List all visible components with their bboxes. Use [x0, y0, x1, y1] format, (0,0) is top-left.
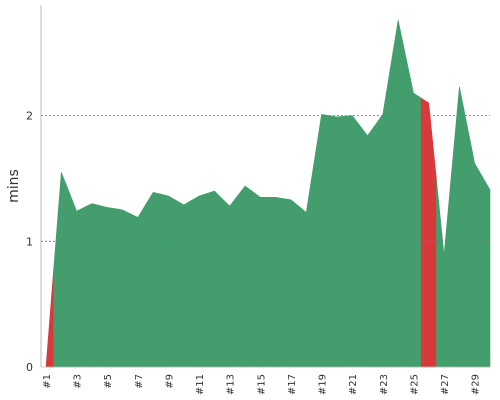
area-segment [53, 172, 70, 368]
area-segment [283, 198, 299, 368]
area-segment [114, 208, 131, 368]
x-tick-label: #11 [195, 374, 206, 395]
x-tick-label: #5 [103, 374, 114, 389]
area-segment [83, 203, 100, 368]
area-segment [451, 86, 468, 368]
y-tick-label: 2 [26, 110, 33, 123]
x-tick-label: #29 [471, 374, 482, 395]
area-segment [313, 114, 330, 368]
x-tick-label: #25 [409, 374, 420, 395]
area-segment [482, 175, 491, 368]
y-tick-label: 0 [26, 361, 33, 374]
y-tick-label: 1 [26, 235, 33, 248]
area-segment [390, 20, 407, 368]
x-tick-label: #9 [164, 374, 175, 389]
area-segment [45, 269, 54, 368]
area-segment [129, 203, 146, 368]
x-tick-label: #21 [348, 374, 359, 395]
x-tick-label: #1 [42, 374, 53, 389]
area-segment [221, 195, 238, 368]
x-tick-label: #3 [73, 374, 84, 389]
x-tick-label: #15 [256, 374, 267, 395]
x-tick-label: #13 [226, 374, 237, 395]
area-segment [466, 124, 483, 368]
area-segment [160, 193, 177, 368]
area-segment [237, 185, 253, 368]
area-segment [252, 191, 269, 368]
area-segment [99, 205, 116, 368]
area-segment [175, 199, 192, 368]
area-segment [206, 190, 223, 368]
area-segment [298, 163, 315, 368]
area-segment [405, 56, 422, 368]
y-axis-label: mins [6, 169, 22, 203]
area-segment [145, 191, 162, 368]
area-segment [420, 97, 437, 368]
x-tick-label: #17 [287, 374, 298, 395]
area-segment [191, 193, 208, 368]
area-segment [68, 191, 85, 368]
x-tick-label: #7 [134, 374, 145, 389]
x-tick-label: #19 [318, 374, 329, 395]
area-segment [359, 124, 376, 368]
area-segment [267, 197, 284, 368]
area-segment [374, 67, 391, 368]
x-tick-label: #23 [379, 374, 390, 395]
x-tick-label: #27 [440, 374, 451, 395]
area-segment [436, 170, 453, 368]
